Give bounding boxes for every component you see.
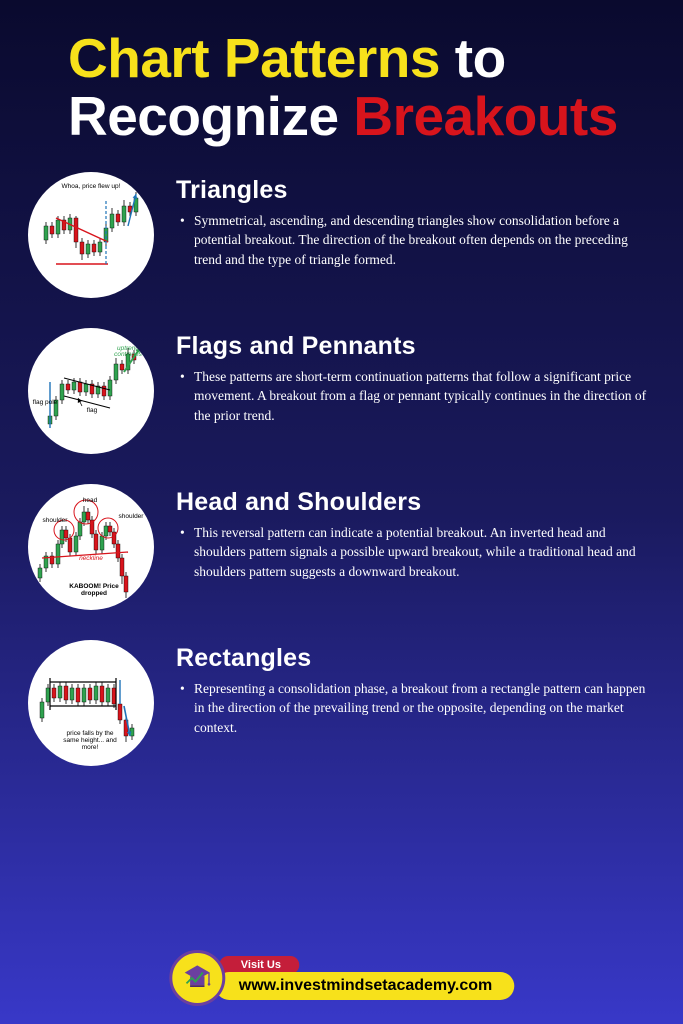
pattern-title: Triangles (176, 176, 655, 205)
pattern-triangles: Whoa, price flew up! Triangles Symmetric… (28, 172, 655, 298)
pattern-head-shoulders: shoulder head shoulder neckline KABOOM! … (28, 484, 655, 610)
pattern-rect-text: Rectangles Representing a consolidation … (176, 640, 655, 738)
pattern-list: Whoa, price flew up! Triangles Symmetric… (28, 172, 655, 766)
triangle-annotation: Whoa, price flew up! (56, 184, 126, 191)
title-word-3: Recognize (68, 85, 339, 147)
pattern-description: Symmetrical, ascending, and descending t… (194, 211, 655, 270)
pattern-rectangles: price falls by the same height... and mo… (28, 640, 655, 766)
triangle-chart-icon: Whoa, price flew up! (28, 172, 154, 298)
flag-annotation-pole: flag pole (30, 400, 60, 407)
rectangle-chart-icon: price falls by the same height... and mo… (28, 640, 154, 766)
pattern-flags-text: Flags and Pennants These patterns are sh… (176, 328, 655, 426)
pattern-triangles-text: Triangles Symmetrical, ascending, and de… (176, 172, 655, 270)
pattern-title: Rectangles (176, 644, 655, 673)
pattern-description: This reversal pattern can indicate a pot… (194, 523, 655, 582)
rect-annotation: price falls by the same height... and mo… (58, 731, 122, 751)
pattern-flags: uptrend continues flag pole flag Flags a… (28, 328, 655, 454)
pattern-description: These patterns are short-term continuati… (194, 367, 655, 426)
title-word-4: Breakouts (339, 85, 618, 147)
footer: Visit Us www.investmindsetacademy.com (169, 950, 514, 1006)
flag-annotation-uptrend: uptrend continues (108, 346, 148, 360)
pattern-description: Representing a consolidation phase, a br… (194, 679, 655, 738)
page-title: Chart Patterns to Recognize Breakouts (28, 30, 655, 146)
head-shoulders-chart-icon: shoulder head shoulder neckline KABOOM! … (28, 484, 154, 610)
hs-kaboom-label: KABOOM! Price dropped (66, 584, 122, 598)
hs-neckline-label: neckline (72, 556, 110, 563)
logo-icon (169, 950, 225, 1006)
title-word-2: to (440, 27, 506, 89)
pattern-title: Flags and Pennants (176, 332, 655, 361)
hs-head-label: head (78, 498, 102, 505)
pattern-hs-text: Head and Shoulders This reversal pattern… (176, 484, 655, 582)
flag-annotation-flag: flag (82, 408, 102, 415)
title-word-1: Chart Patterns (68, 27, 440, 89)
flag-chart-icon: uptrend continues flag pole flag (28, 328, 154, 454)
footer-right: Visit Us www.investmindsetacademy.com (215, 956, 514, 1000)
hs-shoulder-left-label: shoulder (38, 518, 72, 525)
website-url[interactable]: www.investmindsetacademy.com (215, 972, 514, 1000)
pattern-title: Head and Shoulders (176, 488, 655, 517)
hs-shoulder-right-label: shoulder (114, 514, 148, 521)
